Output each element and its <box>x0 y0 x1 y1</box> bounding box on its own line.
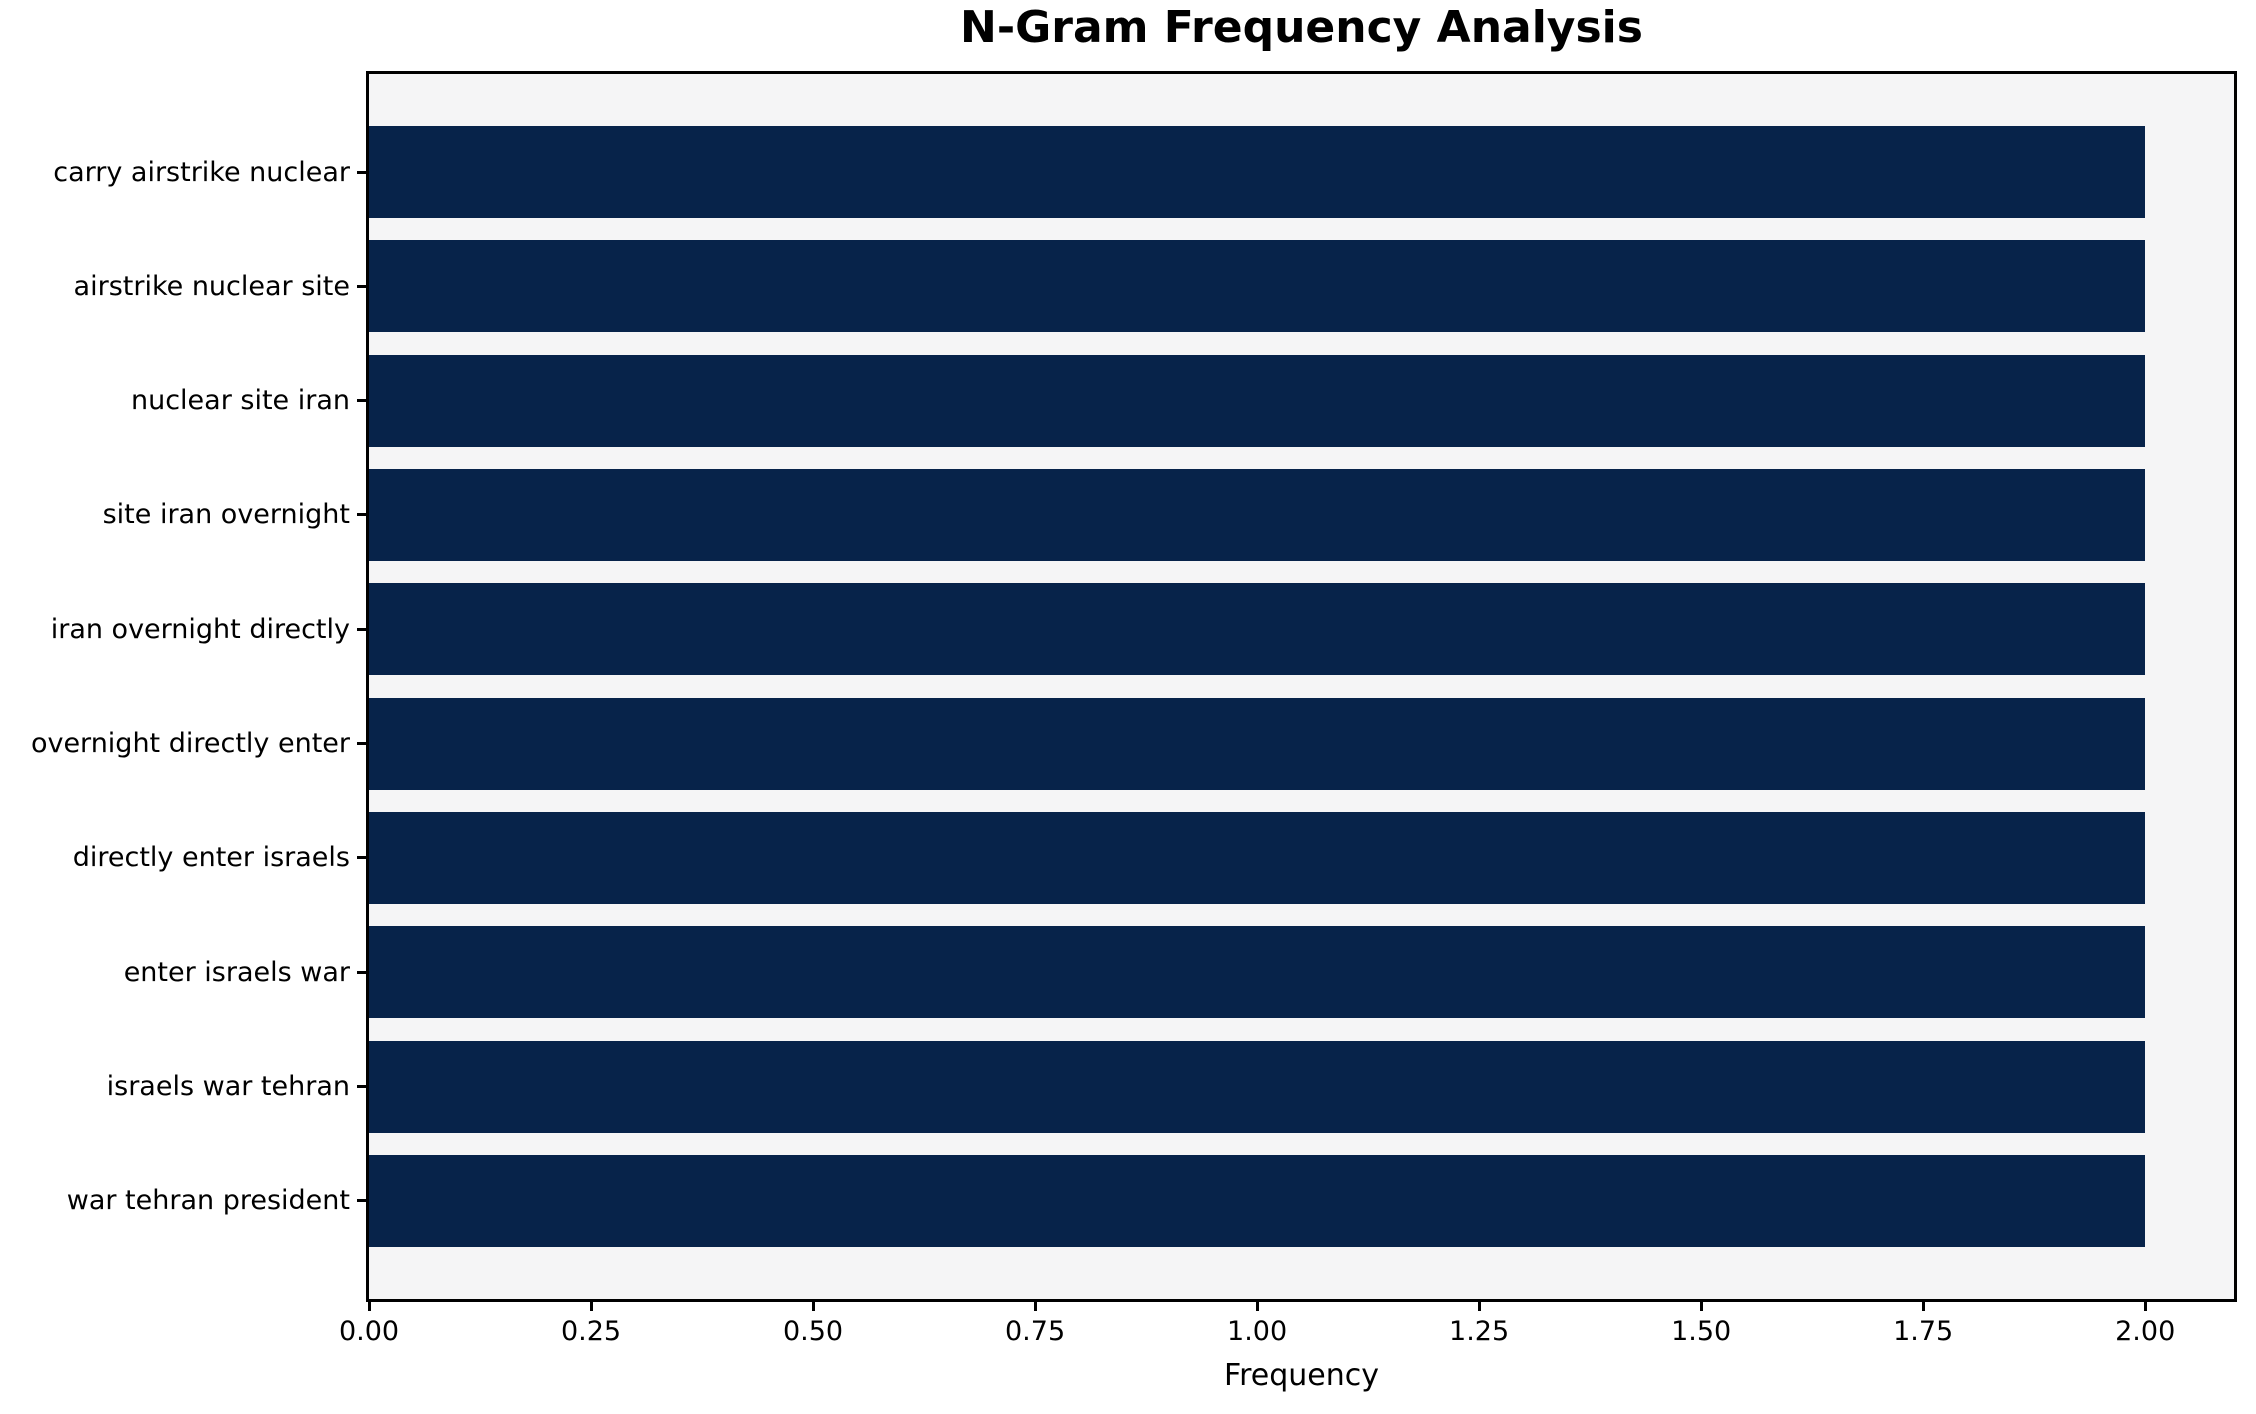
x-tick-label: 0.25 <box>560 1316 622 1347</box>
x-tick-label: 0.75 <box>1005 1316 1066 1347</box>
y-tick-mark <box>357 170 366 174</box>
x-tick-mark <box>367 1302 371 1311</box>
x-tick-mark <box>1255 1302 1259 1311</box>
x-axis-label: Frequency <box>1224 1358 1379 1393</box>
x-tick-label: 1.50 <box>1671 1316 1732 1347</box>
x-tick-mark <box>1477 1302 1481 1311</box>
bar <box>369 583 2146 676</box>
x-tick-label: 1.00 <box>1227 1316 1288 1347</box>
y-label-row: iran overnight directly <box>0 583 366 675</box>
x-tick-mark <box>1921 1302 1925 1311</box>
x-tick-mark <box>1699 1302 1703 1311</box>
y-tick-mark <box>357 742 366 746</box>
y-tick-mark <box>357 513 366 517</box>
y-tick-label: carry airstrike nuclear <box>53 156 350 188</box>
y-label-row: carry airstrike nuclear <box>0 126 366 218</box>
y-tick-mark <box>357 399 366 403</box>
y-tick-mark <box>357 856 366 860</box>
y-tick-mark <box>357 970 366 974</box>
x-tick-mark <box>1033 1302 1037 1311</box>
chart-title: N-Gram Frequency Analysis <box>960 2 1643 53</box>
y-label-row: airstrike nuclear site <box>0 240 366 332</box>
x-tick-label: 2.00 <box>2115 1316 2176 1347</box>
y-label-row: war tehran president <box>0 1155 366 1247</box>
y-label-row: israels war tehran <box>0 1041 366 1133</box>
x-tick-label: 0.00 <box>338 1316 400 1347</box>
bar <box>369 811 2146 904</box>
y-axis-labels: carry airstrike nuclear airstrike nuclear… <box>0 74 366 1299</box>
bar <box>369 697 2146 790</box>
y-tick-label: directly enter israels <box>72 842 350 874</box>
y-tick-mark <box>357 1199 366 1203</box>
bar <box>369 126 2146 218</box>
x-tick-label: 1.25 <box>1449 1316 1510 1347</box>
bar <box>369 1154 2146 1247</box>
y-tick-label: war tehran president <box>66 1185 350 1217</box>
y-label-row: overnight directly enter <box>0 698 366 790</box>
y-label-row: site iran overnight <box>0 469 366 561</box>
bars-container <box>369 74 2234 1299</box>
y-tick-label: airstrike nuclear site <box>73 270 350 302</box>
bar <box>369 354 2146 447</box>
y-tick-label: iran overnight directly <box>50 613 350 645</box>
y-tick-label: site iran overnight <box>102 499 350 531</box>
y-tick-label: nuclear site iran <box>130 385 350 417</box>
bar <box>369 468 2146 561</box>
bar <box>369 1040 2146 1133</box>
x-tick-mark <box>811 1302 815 1311</box>
bar <box>369 240 2146 333</box>
y-tick-label: enter israels war <box>123 956 350 988</box>
x-tick-mark <box>589 1302 593 1311</box>
x-tick-label: 1.75 <box>1893 1316 1954 1347</box>
y-tick-mark <box>357 1085 366 1089</box>
y-label-row: nuclear site iran <box>0 355 366 447</box>
y-tick-label: israels war tehran <box>106 1071 350 1103</box>
bar <box>369 926 2146 1019</box>
y-label-row: enter israels war <box>0 926 366 1018</box>
y-tick-mark <box>357 627 366 631</box>
x-tick-label: 0.50 <box>782 1316 844 1347</box>
y-tick-label: overnight directly enter <box>30 728 350 760</box>
y-label-row: directly enter israels <box>0 812 366 904</box>
plot-area <box>366 71 2237 1302</box>
x-tick-mark <box>2143 1302 2147 1311</box>
y-tick-mark <box>357 284 366 288</box>
